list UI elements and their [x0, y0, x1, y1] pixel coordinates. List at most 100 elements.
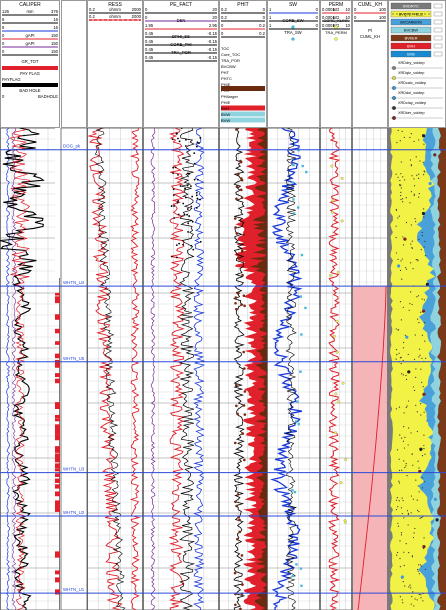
log-tracks[interactable]: DOG_pk WHTN_U4 WHTN_U5 WHTN_U3 WHTN_U2 WHTN_U…	[0, 128, 446, 610]
pay-flag-mark	[55, 361, 60, 368]
volume-sand-dot	[417, 564, 420, 566]
sand-dot	[428, 13, 430, 15]
cuml-curve-label: CUML_KH	[360, 34, 380, 39]
volume-sand-dot	[417, 260, 419, 262]
perm-row-scale-right: 10	[345, 23, 350, 28]
phit-toc-fill	[249, 128, 267, 610]
pay-flag-mark	[55, 424, 60, 430]
volume-sand-dot	[401, 198, 404, 200]
volume-sand-dot	[402, 500, 404, 502]
volume-sand-dot	[400, 319, 402, 321]
xrd-point	[422, 392, 426, 396]
header-track-frame	[352, 0, 388, 128]
volume-sand-dot	[402, 374, 404, 376]
core-phi-point	[177, 213, 180, 216]
volume-sand-dot	[399, 357, 402, 359]
pef-row-scale-left: 0.45	[145, 47, 154, 52]
core-toc-point	[233, 217, 237, 220]
volume-sand-dot	[408, 586, 410, 588]
volume-dry-clay-fill	[388, 128, 393, 610]
core-klink-point	[328, 273, 332, 277]
volume-sand-dot	[411, 247, 413, 249]
pay-flag-mark	[55, 577, 60, 583]
volume-sand-dot	[403, 447, 405, 449]
bad-hole-short-label: BADHOLE	[38, 94, 58, 99]
volume-sand-dot	[410, 432, 412, 434]
volume-sand-dot	[418, 467, 420, 469]
sw-row-scale-left: 1	[269, 7, 272, 12]
core-toc-point	[240, 178, 244, 182]
core-sw-point	[300, 253, 304, 257]
volume-sand-dot	[419, 564, 422, 566]
volume-sand-dot	[412, 591, 414, 593]
volume-sand-dot	[415, 479, 417, 481]
volume-sand-dot	[405, 543, 407, 545]
sw-row-scale-right: 0	[316, 15, 319, 20]
sand-dot	[416, 13, 418, 15]
volume-legend-swatch	[390, 18, 432, 26]
core-phi-point	[176, 201, 179, 204]
core-sw-point	[294, 420, 298, 423]
volume-legend-swatch	[390, 34, 432, 42]
volume-sand-dot	[423, 411, 425, 413]
volume-sand-dot	[395, 408, 397, 410]
core-toc-point	[234, 296, 238, 299]
core-phi-point	[190, 205, 193, 208]
pay-flag-mark	[55, 484, 60, 489]
volume-sand-dot	[423, 208, 425, 210]
pay-flag-mark	[55, 292, 60, 296]
volume-sand-dot	[401, 258, 403, 260]
core-phi-point	[196, 141, 199, 144]
volume-sand-dot	[395, 208, 397, 211]
ress-row-scale-right: 2000	[132, 14, 142, 19]
xrd-point	[421, 309, 426, 313]
core-toc-point	[237, 291, 240, 295]
core-klink-point	[341, 381, 345, 385]
gr-curve	[0, 128, 45, 610]
caliper-row-scale-left: 0	[2, 33, 5, 38]
core-toc-point	[239, 159, 242, 163]
core-phi-point	[191, 220, 194, 223]
volume-sand-dot	[420, 597, 422, 599]
volume-sand-dot	[405, 374, 407, 377]
header-track-frame	[87, 0, 143, 128]
phit-curve-label: BVH	[221, 106, 229, 111]
volume-sand-dot	[421, 234, 423, 237]
core-phi-point	[175, 132, 178, 135]
volume-sand-dot	[399, 301, 402, 303]
volume-sand-dot	[405, 197, 407, 199]
core-phi-point	[179, 185, 182, 187]
cuml-pay-fill	[353, 286, 387, 610]
core-toc-point	[238, 530, 242, 534]
core-toc-point	[235, 404, 238, 408]
volume-sand-dot	[407, 512, 409, 514]
volume-sand-dot	[396, 354, 398, 356]
volume-sand-dot	[401, 437, 403, 439]
cuml-kh-curve	[357, 286, 387, 610]
volume-sand-dot	[404, 585, 406, 587]
volume-legend-label: BVCARBON	[400, 21, 422, 25]
core-sw-point	[291, 574, 295, 578]
volume-sand-dot	[401, 512, 403, 515]
caliper-title: CALIPER	[19, 2, 41, 8]
caliper-row-scale-unit: gAPI	[25, 41, 34, 46]
core-toc-point	[235, 307, 238, 311]
core-phi-point	[191, 195, 194, 198]
volume-sand-dot	[395, 236, 397, 239]
core-sw-point	[292, 212, 296, 215]
volume-sand-dot	[409, 584, 411, 586]
volume-sand-dot	[412, 498, 414, 500]
core-klink-point	[332, 334, 336, 338]
volume-sand-dot	[408, 427, 410, 429]
volume-sand-dot	[417, 196, 420, 198]
cuml-row-scale-left: 0	[354, 15, 357, 20]
volume-sand-dot	[409, 303, 411, 305]
core-phi-point	[190, 244, 193, 247]
core-phi-point	[192, 248, 195, 251]
pay-flag-mark	[55, 571, 60, 575]
volume-sand-dot	[401, 130, 403, 132]
xrd-label: XRDdry_voldep	[398, 61, 425, 65]
core-toc-point	[239, 188, 243, 192]
core-toc-point	[234, 226, 237, 229]
volume-sand-dot	[399, 540, 401, 542]
